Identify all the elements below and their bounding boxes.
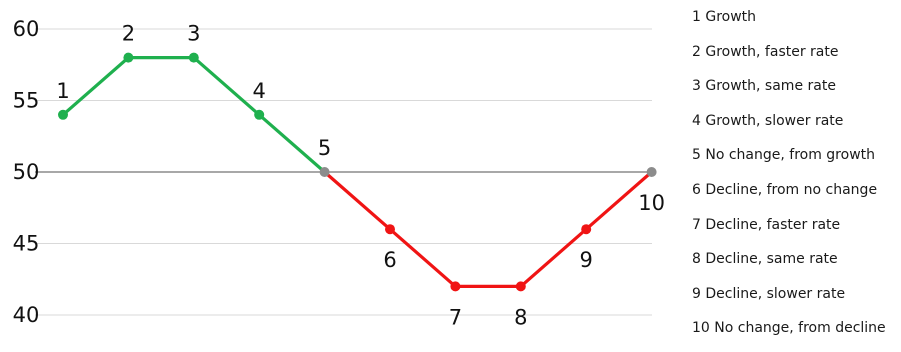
legend-item: 1 Growth <box>692 9 757 25</box>
data-point <box>581 224 592 235</box>
point-label: 2 <box>122 22 135 46</box>
line-segment <box>519 227 588 288</box>
legend-item: 2 Growth, faster rate <box>692 43 839 60</box>
line-segment <box>584 170 654 231</box>
data-point <box>646 167 657 177</box>
line-segment <box>61 55 130 117</box>
y-tick-label: 60 <box>13 17 40 41</box>
point-label: 4 <box>253 79 266 103</box>
y-tick-label: 50 <box>13 160 40 184</box>
legend-item: 10 No change, from decline <box>692 320 886 337</box>
legend-item: 6 Decline, from no change <box>692 181 878 198</box>
point-label: 7 <box>449 305 462 329</box>
point-label: 5 <box>318 136 331 160</box>
legend-item: 4 Growth, slower rate <box>692 112 844 129</box>
legend-item: 9 Decline, slower rate <box>692 285 846 302</box>
point-label: 9 <box>580 248 593 272</box>
data-point <box>58 109 68 120</box>
data-point <box>385 224 395 235</box>
legend-item: 5 No change, from growth <box>692 147 876 164</box>
legend: 1 Growth 2 Growth, faster rate 3 Growth,… <box>692 6 901 352</box>
line-segment <box>323 170 392 231</box>
y-tick-label: 45 <box>13 232 40 256</box>
data-point <box>515 281 526 292</box>
data-point <box>450 281 461 292</box>
legend-item: 3 Growth, same rate <box>692 78 836 95</box>
line-segment <box>388 227 457 288</box>
line-segment <box>192 55 261 117</box>
point-label: 10 <box>638 191 665 215</box>
line-segment <box>257 113 327 174</box>
y-tick-label: 55 <box>13 89 40 113</box>
data-point <box>123 52 134 63</box>
legend-item: 7 Decline, faster rate <box>692 216 841 233</box>
y-tick-label: 40 <box>13 303 40 327</box>
gridlines <box>35 28 652 316</box>
point-labels: 1 2 3 4 5 6 7 8 9 10 <box>56 22 665 330</box>
data-point <box>254 109 265 120</box>
y-axis-tick-labels: 40 45 50 55 60 <box>13 17 40 327</box>
data-point <box>319 167 330 177</box>
point-label: 3 <box>187 22 200 46</box>
point-label: 1 <box>56 79 69 103</box>
legend-item: 8 Decline, same rate <box>692 251 838 268</box>
series-points <box>58 52 657 292</box>
point-label: 6 <box>383 248 396 272</box>
data-point <box>188 52 199 63</box>
series-segments <box>61 55 654 288</box>
point-label: 8 <box>514 305 527 329</box>
